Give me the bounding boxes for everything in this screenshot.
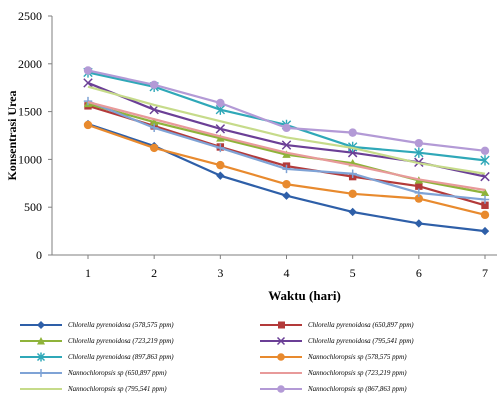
series-5-point-3 bbox=[282, 180, 291, 189]
legend-swatch-4 bbox=[20, 352, 62, 362]
legend-item-1: Chlorella pyrenoidosa (650,897 ppm) bbox=[258, 318, 500, 332]
legend-item-7: Nannochloropsis sp (723,219 ppm) bbox=[258, 366, 500, 380]
series-line-8 bbox=[87, 85, 486, 175]
series-0-point-4 bbox=[348, 207, 357, 217]
y-tick-label-0: 0 bbox=[36, 248, 42, 262]
legend-label-8: Nannochloropsis sp (795,541 ppm) bbox=[68, 385, 167, 393]
series-9-point-6 bbox=[480, 146, 490, 155]
series-5-point-4 bbox=[348, 189, 357, 199]
series-3-point-2 bbox=[215, 124, 226, 134]
legend-label-2: Chlorella pyrenoidosa (723,219 ppm) bbox=[68, 337, 174, 345]
x-tick-label-0: 1 bbox=[85, 266, 91, 280]
x-tick-label-2: 3 bbox=[217, 266, 223, 280]
x-tick-label-4: 5 bbox=[350, 266, 356, 280]
x-tick-label-6: 7 bbox=[482, 266, 488, 280]
legend-item-3: Chlorella pyrenoidosa (795,541 ppm) bbox=[258, 334, 500, 348]
series-9-point-4 bbox=[348, 128, 357, 137]
legend-item-0: Chlorella pyrenoidosa (578,575 ppm) bbox=[18, 318, 258, 332]
series-2-point-3 bbox=[282, 150, 291, 158]
legend-item-8: Nannochloropsis sp (795,541 ppm) bbox=[18, 382, 258, 396]
series-5-point-1 bbox=[149, 143, 159, 153]
series-6-point-0 bbox=[83, 96, 93, 106]
legend-swatch-7 bbox=[260, 372, 302, 374]
series-line-9 bbox=[87, 69, 486, 152]
series-4-point-6 bbox=[480, 155, 490, 166]
legend-label-5: Nannochloropsis sp (578,575 ppm) bbox=[308, 353, 407, 361]
legend-item-5: Nannochloropsis sp (578,575 ppm) bbox=[258, 350, 500, 364]
y-tick-label-4: 2000 bbox=[18, 57, 42, 71]
series-6-point-3 bbox=[282, 164, 291, 174]
legend-label-0: Chlorella pyrenoidosa (578,575 ppm) bbox=[68, 321, 174, 329]
series-line-0 bbox=[87, 122, 486, 233]
legend-swatch-1 bbox=[260, 321, 302, 329]
series-9-point-2 bbox=[216, 98, 225, 108]
legend-label-6: Nannochloropsis sp (650,897 ppm) bbox=[68, 369, 167, 377]
line-chart-plot: 0 500 1000 1500 2000 2500 1 2 3 4 5 6 7 Waktu (hari) K… bbox=[5, 9, 497, 303]
legend-swatch-8 bbox=[20, 388, 62, 390]
legend-label-3: Chlorella pyrenoidosa (795,541 ppm) bbox=[308, 337, 414, 345]
series-0-point-6 bbox=[480, 226, 490, 236]
y-tick-label-2: 1000 bbox=[18, 152, 42, 166]
x-tick-label-1: 2 bbox=[151, 266, 157, 280]
series-line-7 bbox=[87, 100, 486, 192]
series-1-point-5 bbox=[415, 182, 423, 190]
legend-swatch-3 bbox=[260, 336, 302, 346]
legend-label-7: Nannochloropsis sp (723,219 ppm) bbox=[308, 369, 407, 377]
series-5-point-5 bbox=[414, 194, 424, 203]
legend-swatch-6 bbox=[20, 369, 62, 377]
legend-label-1: Chlorella pyrenoidosa (650,897 ppm) bbox=[308, 321, 414, 329]
legend-item-6: Nannochloropsis sp (650,897 ppm) bbox=[18, 366, 258, 380]
series-3-point-1 bbox=[149, 104, 159, 115]
series-6-point-2 bbox=[216, 143, 225, 153]
series-2-point-1 bbox=[149, 117, 159, 126]
series-0-point-2 bbox=[216, 171, 225, 180]
legend-label-9: Nannochloropsis sp (867,863 ppm) bbox=[308, 385, 407, 393]
series-3-point-3 bbox=[281, 140, 292, 150]
legend-swatch-0 bbox=[20, 321, 62, 329]
legend-item-4: Chlorella pyrenoidosa (897,863 ppm) bbox=[18, 350, 258, 364]
legend-label-4: Chlorella pyrenoidosa (897,863 ppm) bbox=[68, 353, 174, 361]
series-9-point-3 bbox=[282, 123, 291, 133]
series-4-point-5 bbox=[414, 147, 424, 158]
x-tick-label-5: 6 bbox=[416, 266, 422, 280]
series-6-point-6 bbox=[480, 195, 490, 204]
series-6-point-5 bbox=[414, 188, 424, 198]
series-6-point-1 bbox=[149, 123, 159, 133]
series-3-point-0 bbox=[83, 78, 93, 88]
legend-swatch-5 bbox=[260, 353, 302, 361]
series-line-4 bbox=[87, 71, 486, 162]
series-9-point-1 bbox=[149, 80, 159, 90]
series-2-point-6 bbox=[480, 188, 490, 197]
series-9-point-0 bbox=[83, 66, 93, 75]
x-tick-label-3: 4 bbox=[284, 266, 290, 280]
y-tick-label-5: 2500 bbox=[18, 9, 42, 23]
series-6-point-4 bbox=[348, 169, 357, 178]
legend-swatch-9 bbox=[260, 385, 302, 393]
legend-swatch-2 bbox=[20, 337, 62, 345]
series-5-point-0 bbox=[83, 120, 93, 130]
chart-legend: Chlorella pyrenoidosa (578,575 ppm) Chlor… bbox=[18, 318, 500, 396]
legend-item-9: Nannochloropsis sp (867,863 ppm) bbox=[258, 382, 500, 396]
legend-item-2: Chlorella pyrenoidosa (723,219 ppm) bbox=[18, 334, 258, 348]
series-9-point-5 bbox=[414, 138, 424, 148]
series-5-point-6 bbox=[480, 210, 490, 220]
y-tick-label-1: 500 bbox=[24, 200, 42, 214]
y-axis-title: Konsentrasi Urea bbox=[5, 90, 19, 180]
series-0-point-5 bbox=[414, 219, 424, 228]
series-5-point-2 bbox=[216, 160, 225, 170]
x-axis-title: Waktu (hari) bbox=[268, 288, 341, 303]
y-tick-label-3: 1500 bbox=[18, 105, 42, 119]
series-0-point-3 bbox=[282, 191, 291, 200]
series-1-point-6 bbox=[481, 201, 489, 209]
series-2-point-2 bbox=[216, 134, 225, 142]
